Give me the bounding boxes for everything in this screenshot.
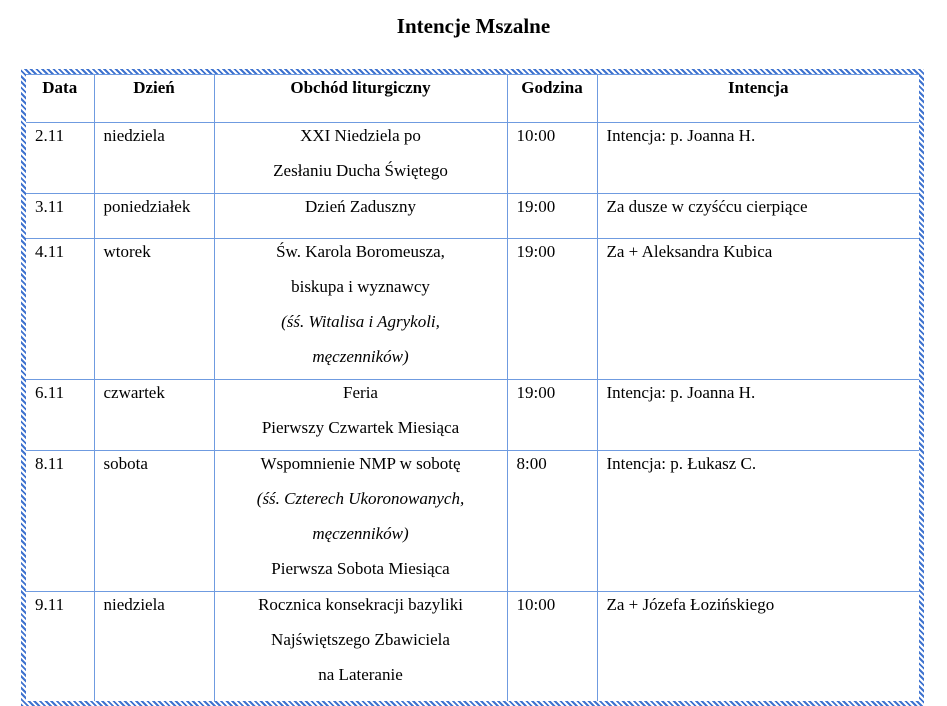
liturgy-cell: Wspomnienie NMP w sobotę (śś. Czterech Uk… — [213, 450, 508, 592]
table: Data Dzień Obchód liturgiczny Godzina Intenc… — [26, 74, 919, 701]
time-cell: 19:00 — [506, 238, 598, 380]
day: sobota — [103, 454, 148, 473]
liturgy-line: Rocznica konsekracji bazyliki — [258, 595, 463, 614]
time-cell: 8:00 — [506, 450, 598, 592]
day: poniedziałek — [103, 197, 191, 216]
date-cell: 6.11 — [26, 379, 95, 451]
header-cell: Dzień — [93, 74, 215, 123]
date: 4.11 — [35, 242, 65, 261]
date: 6.11 — [35, 383, 65, 402]
date-cell: 3.11 — [26, 193, 95, 239]
liturgy-line: biskupa i wyznawcy — [291, 277, 430, 296]
date: 2.11 — [35, 126, 65, 145]
day-cell: czwartek — [93, 379, 215, 451]
header-text: Data — [42, 78, 78, 97]
intention-cell: Intencja: p. Łukasz C. — [596, 450, 919, 592]
liturgy-line: Dzień Zaduszny — [305, 197, 416, 216]
day-cell: niedziela — [93, 591, 215, 701]
header-text: Intencja — [728, 78, 789, 97]
liturgy-line: Św. Karola Boromeusza, — [276, 242, 445, 261]
liturgy-cell: Dzień Zaduszny — [213, 193, 508, 239]
header-cell: Intencja — [596, 74, 919, 123]
liturgy-line: na Lateranie — [318, 665, 403, 684]
liturgy-line: Pierwsza Sobota Miesiąca — [271, 559, 450, 578]
table-row: 8.11 sobota Wspomnienie NMP w sobotę (śś. C… — [26, 450, 919, 592]
intention-cell: Za dusze w czyśćcu cierpiące — [596, 193, 919, 239]
day-cell: sobota — [93, 450, 215, 592]
date-cell: 2.11 — [26, 122, 95, 194]
liturgy-cell: Św. Karola Boromeusza, biskupa i wyznawcy… — [213, 238, 508, 380]
intention-cell: Intencja: p. Joanna H. — [596, 122, 919, 194]
date: 8.11 — [35, 454, 65, 473]
liturgy-cell: XXI Niedziela po Zesłaniu Ducha Świętego — [213, 122, 508, 194]
intention-cell: Za + Aleksandra Kubica — [596, 238, 919, 380]
table-row: 6.11 czwartek Feria Pierwszy Czwartek Miesi… — [26, 379, 919, 451]
day: niedziela — [103, 595, 165, 614]
liturgy-line: Zesłaniu Ducha Świętego — [273, 161, 448, 180]
liturgy: Rocznica konsekracji bazyliki Najświętsze… — [224, 587, 498, 692]
day-cell: wtorek — [93, 238, 215, 380]
liturgy: Św. Karola Boromeusza, biskupa i wyznawcy… — [224, 234, 498, 374]
day: czwartek — [103, 383, 165, 402]
header-text: Obchód liturgiczny — [290, 78, 431, 97]
liturgy-cell: Rocznica konsekracji bazyliki Najświętsze… — [213, 591, 508, 701]
date: 9.11 — [35, 595, 65, 614]
intention: Za dusze w czyśćcu cierpiące — [606, 197, 808, 216]
liturgy: Feria Pierwszy Czwartek Miesiąca — [224, 375, 498, 445]
intention: Za + Józefa Łozińskiego — [606, 595, 775, 614]
header-cell: Godzina — [506, 74, 598, 123]
table-row: 9.11 niedziela Rocznica konsekracji bazyli… — [26, 591, 919, 701]
date: 3.11 — [35, 197, 65, 216]
title: Intencje Mszalne — [396, 14, 551, 38]
table-frame: Data Dzień Obchód liturgiczny Godzina Intenc… — [21, 69, 924, 706]
day-cell: niedziela — [93, 122, 215, 194]
liturgy-line: Najświętszego Zbawiciela — [271, 630, 450, 649]
liturgy-line: (śś. Witalisa i Agrykoli, — [281, 312, 440, 331]
header-row: Data Dzień Obchód liturgiczny Godzina Intenc… — [26, 74, 919, 123]
date-cell: 8.11 — [26, 450, 95, 592]
liturgy-line: męczenników) — [312, 524, 409, 543]
liturgy: Dzień Zaduszny — [224, 189, 498, 224]
header-text: Dzień — [133, 78, 175, 97]
time: 19:00 — [516, 197, 556, 216]
liturgy: XXI Niedziela po Zesłaniu Ducha Świętego — [224, 118, 498, 188]
liturgy-line: (śś. Czterech Ukoronowanych, — [256, 489, 465, 508]
table-row: 2.11 niedziela XXI Niedziela po Zesłaniu Du… — [26, 122, 919, 194]
intention: Intencja: p. Joanna H. — [606, 383, 756, 402]
liturgy-line: XXI Niedziela po — [300, 126, 421, 145]
time-cell: 19:00 — [506, 379, 598, 451]
table-row: 4.11 wtorek Św. Karola Boromeusza, biskupa … — [26, 238, 919, 380]
date-cell: 4.11 — [26, 238, 95, 380]
date-cell: 9.11 — [26, 591, 95, 701]
liturgy-line: Wspomnienie NMP w sobotę — [260, 454, 461, 473]
intention: Za + Aleksandra Kubica — [606, 242, 773, 261]
time-cell: 10:00 — [506, 122, 598, 194]
liturgy: Wspomnienie NMP w sobotę (śś. Czterech Uk… — [224, 446, 498, 586]
day-cell: poniedziałek — [93, 193, 215, 239]
header-cell: Obchód liturgiczny — [213, 74, 508, 123]
time: 10:00 — [516, 126, 556, 145]
time: 19:00 — [516, 242, 556, 261]
intention: Intencja: p. Joanna H. — [606, 126, 756, 145]
intention-cell: Intencja: p. Joanna H. — [596, 379, 919, 451]
time-cell: 19:00 — [506, 193, 598, 239]
header-text: Godzina — [521, 78, 583, 97]
time: 8:00 — [516, 454, 547, 473]
intention: Intencja: p. Łukasz C. — [606, 454, 757, 473]
liturgy-line: Feria — [343, 383, 378, 402]
liturgy-cell: Feria Pierwszy Czwartek Miesiąca — [213, 379, 508, 451]
intention-cell: Za + Józefa Łozińskiego — [596, 591, 919, 701]
liturgy-line: męczenników) — [312, 347, 409, 366]
table-row: 3.11 poniedziałek Dzień Zaduszny 19:00 Za du… — [26, 193, 919, 239]
header-cell: Data — [26, 74, 95, 123]
time: 19:00 — [516, 383, 556, 402]
liturgy-line: Pierwszy Czwartek Miesiąca — [261, 418, 460, 437]
day: wtorek — [103, 242, 151, 261]
time-cell: 10:00 — [506, 591, 598, 701]
time: 10:00 — [516, 595, 556, 614]
day: niedziela — [103, 126, 165, 145]
